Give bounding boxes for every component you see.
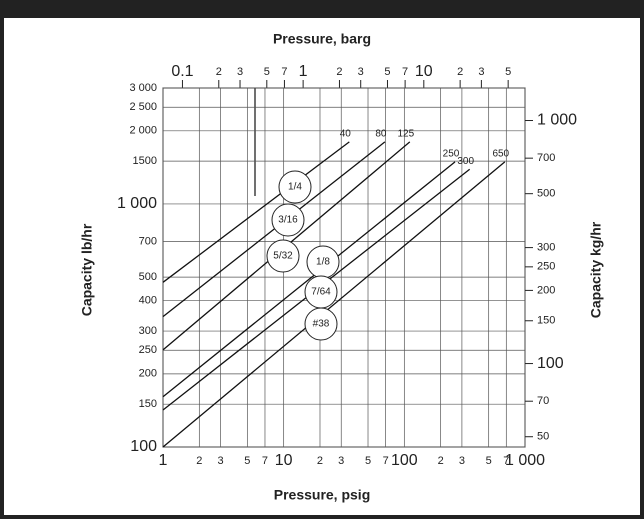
- series-line: [162, 161, 456, 398]
- x2-tick-label: 1: [299, 63, 308, 80]
- x-tick-label: 3: [459, 455, 465, 467]
- y2-tick-label: 100: [537, 355, 564, 372]
- y-tick-label: 250: [139, 344, 157, 356]
- x-tick-label: 3: [338, 455, 344, 467]
- x2-tick-label: 7: [281, 66, 287, 78]
- x2-tick-label: 3: [358, 66, 364, 78]
- y2-tick-label: 300: [537, 242, 555, 254]
- y2-tick-label: 500: [537, 188, 555, 200]
- orifice-label: 5/32: [273, 251, 293, 262]
- x-tick-label: 2: [317, 455, 323, 467]
- x-tick-label: 2: [196, 455, 202, 467]
- x2-tick-label: 2: [336, 66, 342, 78]
- series-line: [162, 161, 506, 448]
- y-tick-label: 500: [139, 271, 157, 283]
- x-tick-label: 5: [365, 455, 371, 467]
- x-tick-label: 7: [503, 455, 509, 467]
- x2-tick-label: 3: [237, 66, 243, 78]
- y2-tick-label: 250: [537, 261, 555, 273]
- orifice-label: 7/64: [311, 287, 331, 298]
- x-tick-label: 3: [218, 455, 224, 467]
- x2-tick-label: 7: [402, 66, 408, 78]
- x-tick-label: 100: [391, 452, 418, 469]
- x2-tick-label: 2: [457, 66, 463, 78]
- y2-axis-title: Capacity kg/hr: [588, 221, 604, 318]
- x-tick-label: 1 000: [505, 452, 545, 469]
- series-label: 125: [397, 129, 414, 140]
- x2-tick-label: 3: [478, 66, 484, 78]
- x-tick-label: 5: [244, 455, 250, 467]
- y2-tick-label: 700: [537, 152, 555, 164]
- y-tick-label: 1500: [133, 155, 157, 167]
- series-label: 300: [457, 156, 474, 167]
- y2-tick-label: 150: [537, 315, 555, 327]
- x-tick-label: 10: [275, 452, 293, 469]
- y-tick-label: 1 000: [117, 195, 157, 212]
- x2-tick-label: 5: [384, 66, 390, 78]
- series-label: 80: [375, 129, 387, 140]
- orifice-label: 3/16: [278, 215, 298, 226]
- y2-tick-label: 1 000: [537, 112, 577, 129]
- y-tick-label: 700: [139, 236, 157, 248]
- orifice-circle: [271, 203, 305, 237]
- series-line: [162, 141, 386, 318]
- x-axis-title: Pressure, psig: [274, 487, 371, 503]
- x2-tick-label: 10: [415, 63, 433, 80]
- x-tick-label: 1: [159, 452, 168, 469]
- orifice-circle: [304, 307, 338, 341]
- y-tick-label: 150: [139, 398, 157, 410]
- y-tick-label: 200: [139, 368, 157, 380]
- x2-tick-label: 2: [216, 66, 222, 78]
- y-axis-title: Capacity lb/hr: [79, 223, 95, 316]
- y-tick-label: 100: [130, 438, 157, 455]
- series-line: [162, 141, 350, 283]
- x2-tick-label: 5: [264, 66, 270, 78]
- x2-tick-label: 0.1: [171, 63, 193, 80]
- series-label: 40: [340, 129, 352, 140]
- orifice-label: 1/4: [288, 182, 302, 193]
- y2-tick-label: 70: [537, 395, 549, 407]
- x-tick-label: 7: [262, 455, 268, 467]
- series-label: 650: [492, 149, 509, 160]
- y2-tick-label: 50: [537, 431, 549, 443]
- y-tick-label: 2 000: [129, 125, 157, 137]
- orifice-circle: [278, 170, 312, 204]
- series-label: 250: [443, 149, 460, 160]
- orifice-label: #38: [313, 319, 330, 330]
- x-tick-label: 5: [486, 455, 492, 467]
- orifice-label: 1/8: [316, 257, 330, 268]
- y-tick-label: 400: [139, 295, 157, 307]
- y-tick-label: 300: [139, 325, 157, 337]
- orifice-circle: [266, 239, 300, 273]
- x2-axis-title: Pressure, barg: [273, 31, 371, 47]
- x-tick-label: 2: [438, 455, 444, 467]
- y-tick-label: 3 000: [129, 82, 157, 94]
- y2-tick-label: 200: [537, 284, 555, 296]
- x-tick-label: 7: [383, 455, 389, 467]
- x2-tick-label: 5: [505, 66, 511, 78]
- y-tick-label: 2 500: [129, 101, 157, 113]
